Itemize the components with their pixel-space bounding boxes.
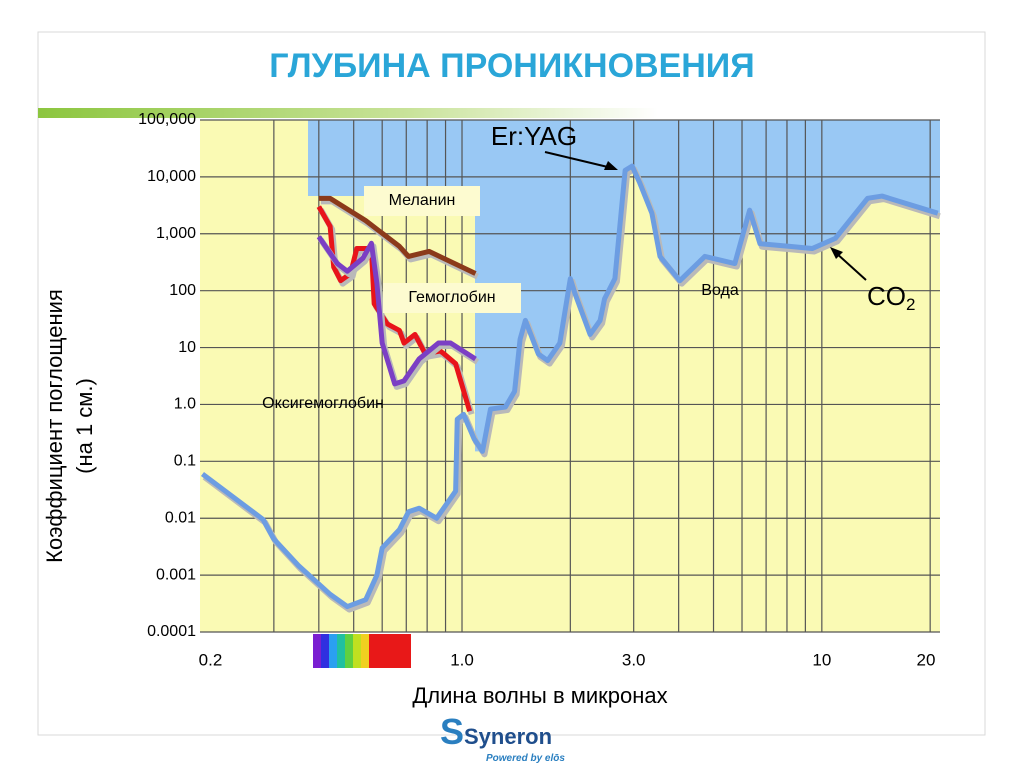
y-tick-label: 1.0 — [174, 396, 196, 413]
y-tick-label: 10,000 — [147, 168, 196, 185]
absorption-shading — [308, 120, 940, 452]
slide-title: ГЛУБИНА ПРОНИКНОВЕНИЯ — [269, 47, 754, 85]
label-box — [364, 186, 480, 216]
slide-frame — [37, 31, 986, 736]
y-tick-label: 10 — [178, 339, 196, 356]
x-tick-label: 0.2 — [199, 650, 223, 669]
series-line — [318, 195, 477, 276]
x-tick-label: 20 — [917, 650, 936, 669]
series-label: Меланин — [389, 192, 456, 209]
y-axis-label: (на 1 см.) — [72, 378, 97, 474]
logo: S Syneron Powered by elōs — [440, 711, 565, 764]
annotation-arrow — [544, 151, 613, 169]
y-tick-label: 0.1 — [174, 453, 196, 470]
y-tick-label: 0.01 — [165, 509, 196, 526]
y-tick-label: 0.001 — [156, 566, 196, 583]
logo-mark: S — [440, 711, 464, 752]
y-tick-label: 100,000 — [138, 111, 196, 128]
x-tick-label: 10 — [812, 650, 831, 669]
title-bar — [38, 108, 658, 118]
annotation-arrowhead — [830, 247, 843, 259]
logo-brand: Syneron — [464, 724, 552, 749]
annotation-arrow — [834, 251, 867, 281]
annotation: CO2 — [867, 281, 915, 315]
chart: 100,000 10,000 1,000 100 10 1.0 0.1 0.01 0.001 0.… — [42, 111, 941, 708]
y-tick-label: 100 — [169, 282, 196, 299]
series-line — [200, 163, 939, 610]
label-box — [383, 283, 521, 313]
annotation-subscript: 2 — [906, 295, 915, 314]
x-tick-label: 3.0 — [622, 650, 646, 669]
series-line — [316, 235, 477, 387]
series-label: Вода — [701, 282, 739, 299]
annotation-text: CO — [867, 281, 906, 311]
annotation: Er:YAG — [491, 121, 577, 151]
logo-tagline: Powered by elōs — [486, 753, 565, 764]
x-axis-label: Длина волны в микронах — [412, 683, 667, 708]
y-axis-label: Коэффициент поглощения — [42, 289, 67, 563]
series-label: Гемоглобин — [408, 289, 495, 306]
series-label: Оксигемоглобин — [262, 395, 384, 412]
x-tick-label: 1.0 — [450, 650, 474, 669]
series-line — [316, 205, 473, 412]
annotation-arrowhead — [604, 161, 618, 170]
y-tick-label: 1,000 — [156, 225, 196, 242]
y-tick-label: 0.0001 — [147, 623, 196, 640]
spectrum — [313, 634, 411, 668]
